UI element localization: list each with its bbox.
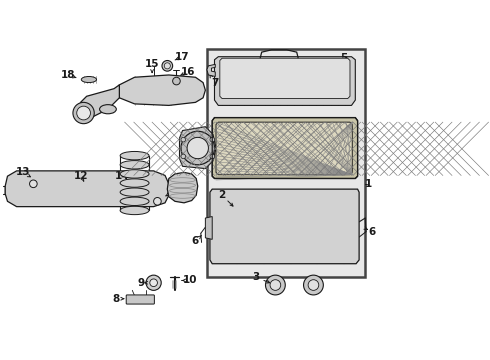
Ellipse shape [99, 105, 116, 114]
Text: 6: 6 [368, 227, 376, 237]
Circle shape [181, 131, 215, 165]
Text: 13: 13 [166, 186, 180, 197]
Text: 5: 5 [340, 53, 347, 63]
Text: 11: 11 [183, 180, 197, 190]
Polygon shape [207, 64, 215, 76]
Ellipse shape [120, 179, 149, 187]
Circle shape [270, 280, 281, 291]
Ellipse shape [120, 161, 149, 169]
Text: 8: 8 [112, 294, 119, 304]
Text: 16: 16 [181, 67, 195, 77]
Circle shape [164, 63, 171, 69]
Circle shape [150, 279, 157, 287]
Polygon shape [216, 122, 352, 175]
Text: 15: 15 [145, 59, 159, 69]
Circle shape [73, 102, 94, 124]
Text: 17: 17 [175, 52, 190, 62]
Circle shape [153, 198, 161, 205]
Circle shape [210, 154, 215, 159]
Text: 18: 18 [61, 70, 75, 80]
Text: 2: 2 [219, 190, 226, 200]
Circle shape [181, 154, 186, 159]
Text: 14: 14 [114, 171, 129, 181]
Circle shape [266, 275, 285, 295]
Circle shape [303, 275, 323, 295]
Text: 9: 9 [137, 278, 144, 288]
Polygon shape [215, 57, 355, 105]
Polygon shape [210, 189, 359, 264]
Circle shape [308, 280, 319, 291]
Circle shape [77, 106, 91, 120]
Ellipse shape [120, 197, 149, 206]
Ellipse shape [120, 188, 149, 196]
Circle shape [162, 60, 172, 71]
Text: 4: 4 [219, 139, 226, 149]
Circle shape [210, 138, 215, 142]
Polygon shape [212, 118, 358, 179]
Text: 13: 13 [16, 167, 30, 177]
Ellipse shape [120, 152, 149, 160]
Ellipse shape [120, 170, 149, 178]
Text: 7: 7 [211, 77, 218, 87]
Text: 6: 6 [192, 236, 199, 246]
Polygon shape [220, 58, 350, 99]
Text: 10: 10 [183, 275, 197, 285]
Polygon shape [179, 127, 216, 168]
Ellipse shape [81, 76, 97, 82]
Text: 3: 3 [253, 273, 260, 283]
FancyBboxPatch shape [126, 295, 154, 304]
FancyBboxPatch shape [207, 49, 365, 278]
Ellipse shape [120, 206, 149, 215]
Circle shape [181, 138, 186, 142]
Polygon shape [5, 171, 169, 207]
Text: 1: 1 [365, 179, 372, 189]
Circle shape [187, 138, 208, 159]
Circle shape [29, 180, 37, 188]
Circle shape [146, 275, 161, 291]
Circle shape [172, 77, 180, 85]
Polygon shape [79, 85, 120, 118]
Polygon shape [120, 75, 205, 105]
Polygon shape [205, 216, 212, 239]
Text: 12: 12 [74, 171, 89, 181]
Polygon shape [167, 172, 198, 203]
